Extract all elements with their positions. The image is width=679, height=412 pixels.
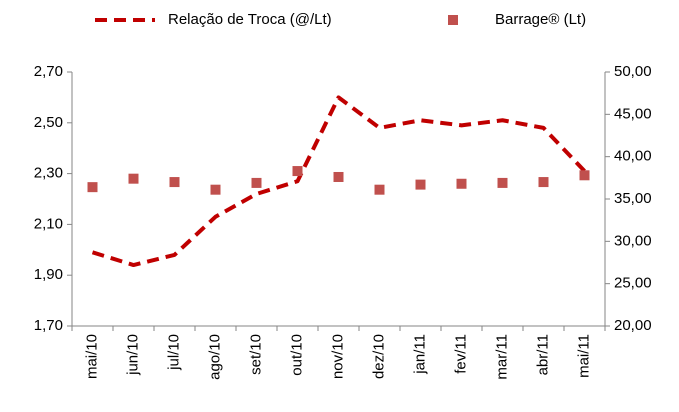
- x-tick-label: set/10: [247, 334, 264, 375]
- x-tick-label: abr/11: [534, 334, 551, 375]
- y-tick-label: 2,10: [34, 215, 63, 232]
- marker: [292, 166, 303, 177]
- x-tick-label: mai/10: [83, 334, 100, 379]
- x-tick-label: fev/11: [452, 334, 469, 374]
- marker: [456, 178, 467, 189]
- x-tick-label: out/10: [288, 334, 305, 376]
- x-tick-label: jun/10: [124, 334, 141, 376]
- y2-tick-label: 50,00: [614, 63, 652, 80]
- y2-tick-label: 35,00: [614, 190, 652, 207]
- legend-label: Barrage® (Lt): [495, 11, 586, 28]
- marker: [87, 182, 98, 193]
- marker: [374, 184, 385, 195]
- marker: [415, 179, 426, 190]
- y2-tick-label: 45,00: [614, 105, 652, 122]
- y-tick-label: 2,70: [34, 63, 63, 80]
- x-tick-label: mar/11: [493, 334, 510, 380]
- marker: [169, 177, 180, 188]
- y2-tick-label: 25,00: [614, 275, 652, 292]
- marker: [251, 177, 262, 188]
- x-tick-label: dez/10: [370, 334, 387, 379]
- marker: [210, 184, 221, 195]
- marker: [128, 173, 139, 184]
- x-tick-label: nov/10: [329, 334, 346, 379]
- y-tick-label: 1,90: [34, 266, 63, 283]
- y-tick-label: 2,30: [34, 165, 63, 182]
- y2-tick-label: 20,00: [614, 317, 652, 334]
- y-tick-label: 2,50: [34, 114, 63, 131]
- legend-label: Relação de Troca (@/Lt): [168, 11, 332, 28]
- marker: [497, 177, 508, 188]
- marker: [333, 171, 344, 182]
- x-tick-label: mai/11: [575, 334, 592, 378]
- marker: [538, 177, 549, 188]
- legend-marker: [448, 15, 458, 25]
- y2-tick-label: 40,00: [614, 148, 652, 165]
- y-tick-label: 1,70: [34, 317, 63, 334]
- x-tick-label: jan/11: [411, 334, 428, 375]
- line: [91, 95, 586, 268]
- x-tick-label: ago/10: [206, 334, 223, 380]
- marker: [579, 170, 590, 181]
- x-tick-label: jul/10: [165, 334, 182, 371]
- y2-tick-label: 30,00: [614, 232, 652, 249]
